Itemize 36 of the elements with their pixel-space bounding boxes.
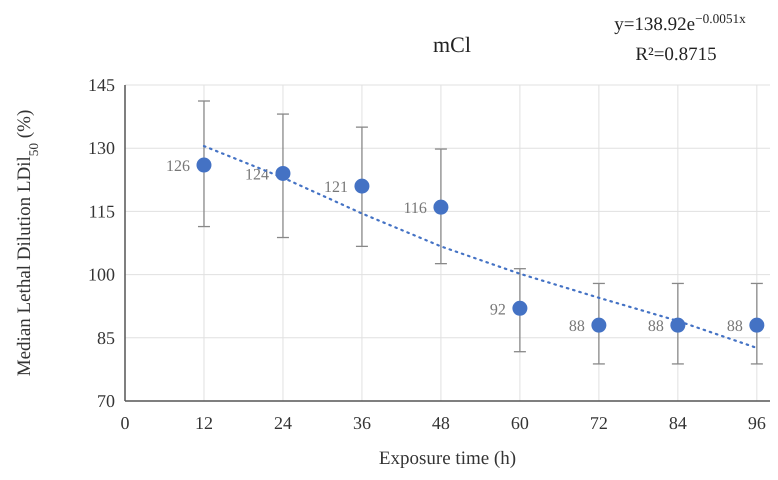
point [591,318,606,333]
x-tick-label: 0 [120,413,130,433]
data-label: 116 [404,200,427,218]
y-tick-label: 115 [88,201,115,222]
x-tick-label: 84 [668,413,687,433]
point [275,166,290,181]
y-tick-label: 70 [97,391,115,411]
data-label: 92 [490,301,506,318]
x-tick-label: 12 [194,413,213,433]
x-tick-label: 36 [352,413,371,433]
x-tick-label: 72 [590,413,608,433]
x-tick-label: 48 [432,413,450,433]
chart-title: mCl [433,32,471,57]
point [749,318,764,333]
line-series [202,144,758,350]
data-label: 124 [244,166,269,184]
text: R²=0.8715 [635,44,717,65]
y-tick-label: 85 [97,328,115,348]
data-label: 88 [568,318,585,336]
point [670,318,686,333]
x-tick-label: 60 [510,413,529,433]
x-tick-label: 24 [274,413,292,433]
y-tick-label: 130 [88,138,115,158]
data-label: 88 [648,318,664,336]
text: y=138.92e$^{−0.0051x}$ [614,10,746,35]
data-label: 121 [324,179,348,196]
y-tick-label: 145 [88,75,115,95]
point [354,178,370,194]
data-label: 126 [166,158,190,176]
y-tick-label: 100 [88,264,115,285]
x-axis-title: Exposure time (h) [378,448,516,469]
point [433,200,448,215]
point [512,300,528,316]
x-tick-label: 96 [748,413,766,433]
point [196,158,212,173]
data-label: 88 [726,318,743,336]
